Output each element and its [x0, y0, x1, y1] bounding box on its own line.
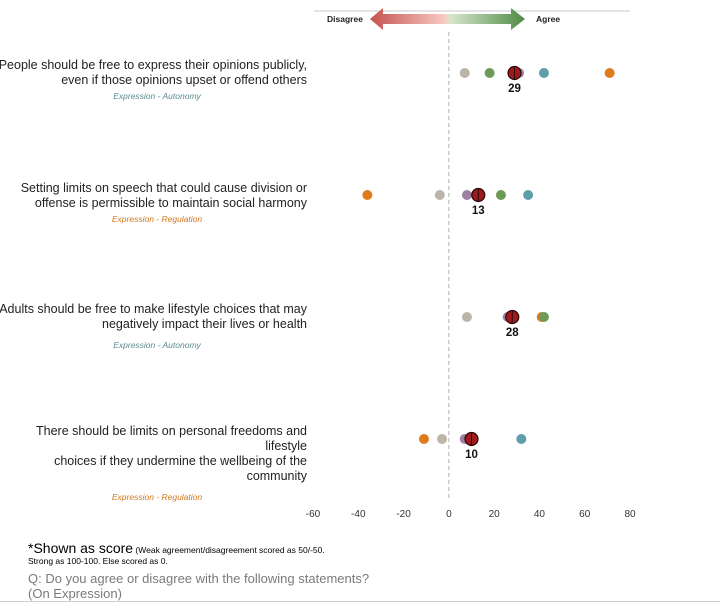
overall-label-s4: 10	[465, 449, 478, 461]
overall-label-s1: 29	[508, 83, 521, 95]
point-s2-5	[523, 190, 534, 200]
statement-1-category: Expression - Autonomy	[113, 91, 201, 101]
point-s3-4	[538, 312, 549, 322]
x-tick-label: -20	[396, 509, 411, 520]
question-line1: Q: Do you agree or disagree with the fol…	[28, 571, 370, 586]
statement-3-line1: Adults should be free to make lifestyle …	[0, 302, 307, 316]
x-axis-ticks: -60 -40 -20 0 20 40 60 80	[306, 509, 636, 520]
survey-question: Q: Do you agree or disagree with the fol…	[28, 571, 448, 601]
statement-4-line2: choices if they undermine the wellbeing …	[54, 454, 307, 483]
chart-marks: 29 13 28 10	[362, 65, 615, 461]
statement-2-category: Expression - Regulation	[111, 214, 203, 224]
x-tick-label: 80	[624, 509, 636, 520]
x-tick-label: 20	[489, 509, 501, 520]
question-line2: (On Expression)	[28, 586, 122, 601]
point-s1-4	[538, 68, 549, 78]
point-s4-2	[437, 434, 448, 444]
footnote-title: *Shown as score	[28, 540, 134, 556]
x-tick-label: 60	[579, 509, 591, 520]
point-s3-1	[461, 312, 472, 322]
statement-4-category: Expression - Regulation	[111, 492, 203, 502]
agree-label: Agree	[536, 14, 560, 24]
point-s2-2	[434, 190, 445, 200]
x-tick-label: 0	[446, 509, 452, 520]
statement-3: Adults should be free to make lifestyle …	[0, 302, 307, 350]
overall-label-s3: 28	[506, 327, 519, 339]
statement-2-line1: Setting limits on speech that could caus…	[20, 181, 307, 195]
x-tick-label: 40	[534, 509, 546, 520]
x-tick-label: -40	[351, 509, 366, 520]
statement-3-category: Expression - Autonomy	[113, 340, 201, 350]
statement-1: People should be free to express their o…	[0, 58, 307, 101]
point-s2-4	[495, 190, 506, 200]
point-s2-3	[461, 190, 472, 200]
footnote-detail: (Weak agreement/disagreement scored as 5…	[133, 545, 325, 555]
statement-2: Setting limits on speech that could caus…	[0, 181, 307, 224]
point-s1-2	[484, 68, 495, 78]
statement-1-line1: People should be free to express their o…	[0, 58, 307, 72]
statement-4: There should be limits on personal freed…	[0, 424, 307, 502]
disagree-label: Disagree	[327, 14, 363, 24]
point-s4-1	[418, 434, 429, 444]
footnote-line2: Strong as 100-100. Else scored as 0.	[28, 556, 168, 566]
footnote: *Shown as score (Weak agreement/disagree…	[28, 540, 325, 558]
point-s2-1	[362, 190, 373, 200]
bottom-divider	[0, 601, 720, 602]
point-s4-5	[516, 434, 527, 444]
agreement-arrow	[370, 8, 525, 30]
statement-2-line2: offense is permissible to maintain socia…	[34, 196, 307, 210]
x-tick-label: -60	[306, 509, 321, 520]
point-s1-5	[604, 68, 615, 78]
statement-3-line2: negatively impact their lives or health	[102, 317, 307, 331]
statement-1-line2: even if those opinions upset or offend o…	[61, 73, 307, 87]
statement-4-line1: There should be limits on personal freed…	[36, 424, 307, 453]
point-s1-1	[459, 68, 470, 78]
overall-label-s2: 13	[472, 205, 485, 217]
